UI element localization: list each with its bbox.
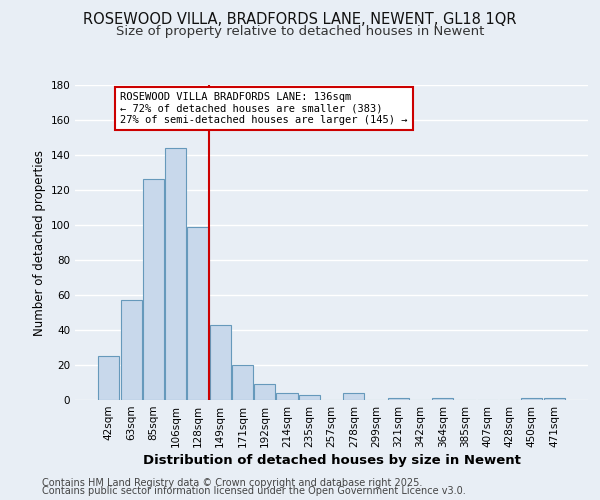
X-axis label: Distribution of detached houses by size in Newent: Distribution of detached houses by size … xyxy=(143,454,520,467)
Bar xyxy=(143,180,164,400)
Bar xyxy=(98,356,119,400)
Bar xyxy=(277,393,298,400)
Bar xyxy=(121,300,142,400)
Bar xyxy=(254,384,275,400)
Bar xyxy=(544,398,565,400)
Y-axis label: Number of detached properties: Number of detached properties xyxy=(33,150,46,336)
Text: Size of property relative to detached houses in Newent: Size of property relative to detached ho… xyxy=(116,25,484,38)
Text: Contains public sector information licensed under the Open Government Licence v3: Contains public sector information licen… xyxy=(42,486,466,496)
Bar xyxy=(209,325,231,400)
Bar xyxy=(187,226,209,400)
Text: ROSEWOOD VILLA BRADFORDS LANE: 136sqm
← 72% of detached houses are smaller (383): ROSEWOOD VILLA BRADFORDS LANE: 136sqm ← … xyxy=(120,92,407,125)
Text: ROSEWOOD VILLA, BRADFORDS LANE, NEWENT, GL18 1QR: ROSEWOOD VILLA, BRADFORDS LANE, NEWENT, … xyxy=(83,12,517,28)
Bar xyxy=(165,148,186,400)
Bar xyxy=(343,393,364,400)
Bar xyxy=(299,395,320,400)
Text: Contains HM Land Registry data © Crown copyright and database right 2025.: Contains HM Land Registry data © Crown c… xyxy=(42,478,422,488)
Bar xyxy=(388,398,409,400)
Bar xyxy=(521,398,542,400)
Bar xyxy=(232,365,253,400)
Bar xyxy=(432,398,454,400)
